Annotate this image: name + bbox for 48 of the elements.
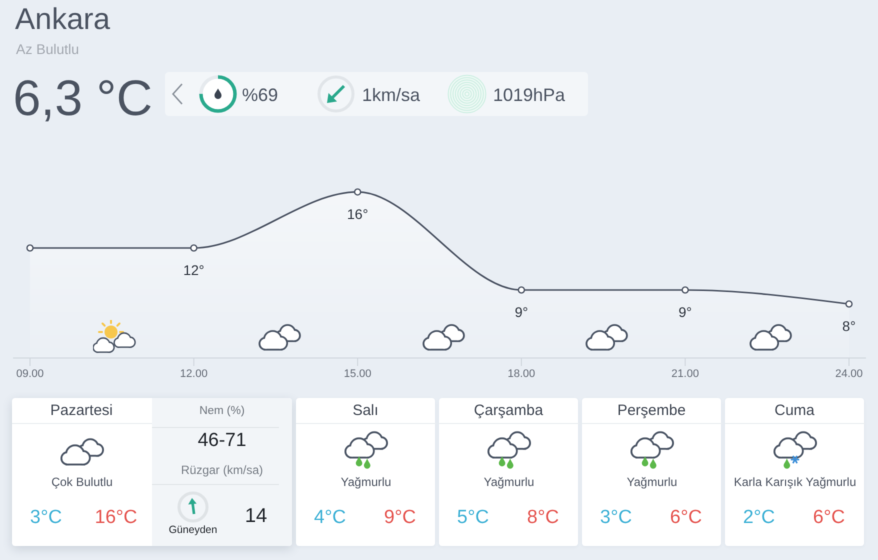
x-tick-label: 12.00 <box>180 368 208 380</box>
text: 3°C <box>600 507 632 528</box>
point <box>845 300 853 308</box>
text: 16°C <box>94 507 138 528</box>
point <box>190 244 198 252</box>
text: 46-71 <box>198 430 246 451</box>
text: 3°C <box>30 507 62 528</box>
data-label: 12° <box>183 262 204 278</box>
x-tick-label: 15.00 <box>344 368 372 380</box>
annotation: Nem (%) <box>199 405 245 417</box>
text: 6°C <box>813 507 845 528</box>
text: Karla Karışık Yağmurlu <box>734 475 856 490</box>
x-tick-label: 18.00 <box>508 368 536 380</box>
text: 1km/sa <box>362 84 420 104</box>
text: 1019hPa <box>493 84 566 104</box>
text: Yağmurlu <box>340 475 392 490</box>
text: 9°C <box>384 507 416 528</box>
text: Perşembe <box>617 402 686 420</box>
text: Güneyden <box>168 524 218 536</box>
text: Çok Bulutlu <box>51 475 113 490</box>
data-label: 9° <box>514 304 528 320</box>
text: Pazartesi <box>50 402 113 420</box>
point <box>518 286 526 294</box>
text: %69 <box>242 84 278 104</box>
text: 4°C <box>314 507 346 528</box>
data-label: 16° <box>347 206 368 222</box>
text: 6°C <box>670 507 702 528</box>
text: Çarşamba <box>474 402 544 420</box>
text: Ankara <box>15 2 110 36</box>
text: 6,3 °C <box>13 70 153 126</box>
text: Rüzgar (km/sa) <box>180 462 263 476</box>
point <box>682 286 689 294</box>
text: Yağmurlu <box>484 475 534 490</box>
data-label: 9° <box>678 304 692 320</box>
text: 5°C <box>457 507 489 528</box>
text: Cuma <box>774 402 814 420</box>
x-tick-label: 24.00 <box>835 368 863 380</box>
x-tick-label: 21.00 <box>671 368 699 380</box>
text: 2°C <box>743 507 775 528</box>
x-tick-label: 09.00 <box>16 368 44 380</box>
text: Az Bulutlu <box>16 41 80 57</box>
point <box>354 188 362 196</box>
text: 8°C <box>527 507 559 528</box>
text: Salı <box>352 402 378 420</box>
data-label: 8° <box>842 318 856 334</box>
text: Yağmurlu <box>626 475 678 490</box>
text: 14 <box>244 504 268 526</box>
point <box>26 244 34 252</box>
